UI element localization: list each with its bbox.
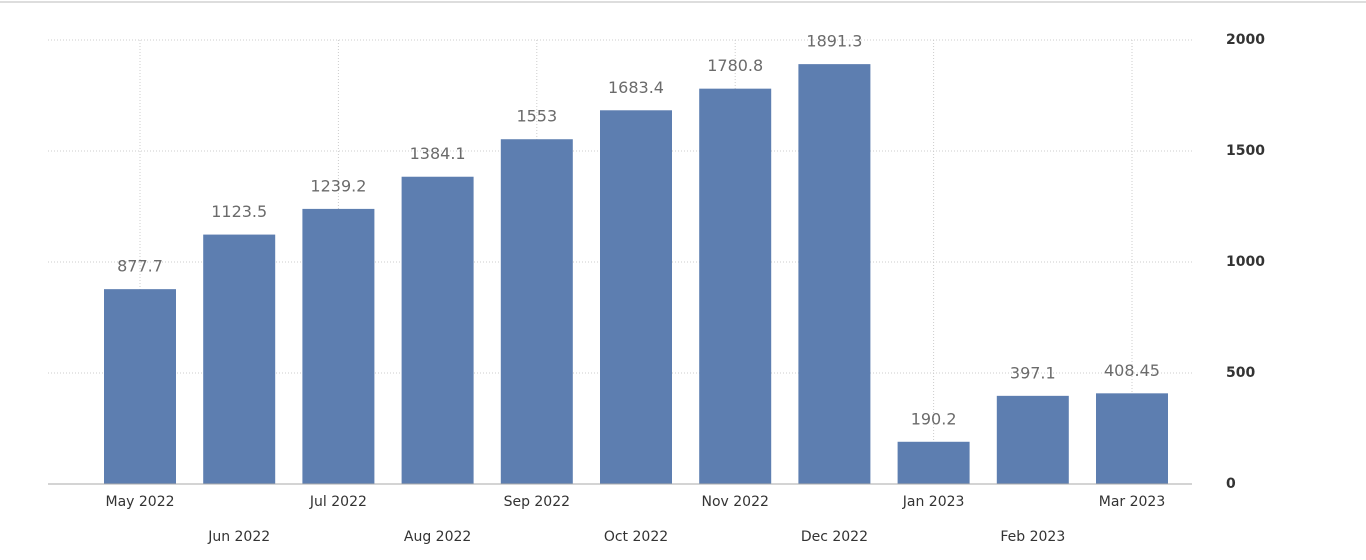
x-tick-label: Oct 2022 xyxy=(604,529,668,545)
bar xyxy=(996,395,1069,484)
value-label: 877.7 xyxy=(117,257,163,276)
value-label: 1891.3 xyxy=(806,32,862,51)
bar xyxy=(203,234,276,484)
value-label: 1239.2 xyxy=(310,176,366,195)
value-label: 408.45 xyxy=(1104,361,1160,380)
value-label: 1780.8 xyxy=(707,56,763,75)
value-label: 1123.5 xyxy=(211,202,267,221)
y-tick-label: 2000 xyxy=(1226,32,1265,48)
x-tick-label: Jun 2022 xyxy=(207,529,270,545)
y-tick-label: 500 xyxy=(1226,365,1255,381)
value-label: 1384.1 xyxy=(410,144,466,163)
value-label: 190.2 xyxy=(911,409,957,428)
bar xyxy=(699,88,772,484)
x-tick-label: Aug 2022 xyxy=(404,529,471,545)
value-label: 397.1 xyxy=(1010,363,1056,382)
bar xyxy=(1096,393,1168,484)
x-tick-label: Dec 2022 xyxy=(801,529,868,545)
bar xyxy=(798,64,871,484)
bar xyxy=(401,176,474,484)
x-tick-label: Sep 2022 xyxy=(504,494,570,510)
y-tick-label: 0 xyxy=(1226,476,1236,492)
bar xyxy=(500,139,573,484)
y-tick-label: 1000 xyxy=(1226,254,1265,270)
x-tick-label: Feb 2023 xyxy=(1000,529,1065,545)
bar xyxy=(600,110,672,484)
y-tick-label: 1500 xyxy=(1226,143,1265,159)
x-tick-label: Jul 2022 xyxy=(309,494,367,510)
x-tick-label: Mar 2023 xyxy=(1099,494,1166,510)
x-tick-label: Jan 2023 xyxy=(902,494,965,510)
bar xyxy=(302,208,375,485)
x-tick-label: Nov 2022 xyxy=(701,494,768,510)
value-label: 1553 xyxy=(516,107,557,126)
value-label: 1683.4 xyxy=(608,78,664,97)
bar xyxy=(104,289,176,484)
x-tick-label: May 2022 xyxy=(105,494,174,510)
bar xyxy=(897,441,970,484)
